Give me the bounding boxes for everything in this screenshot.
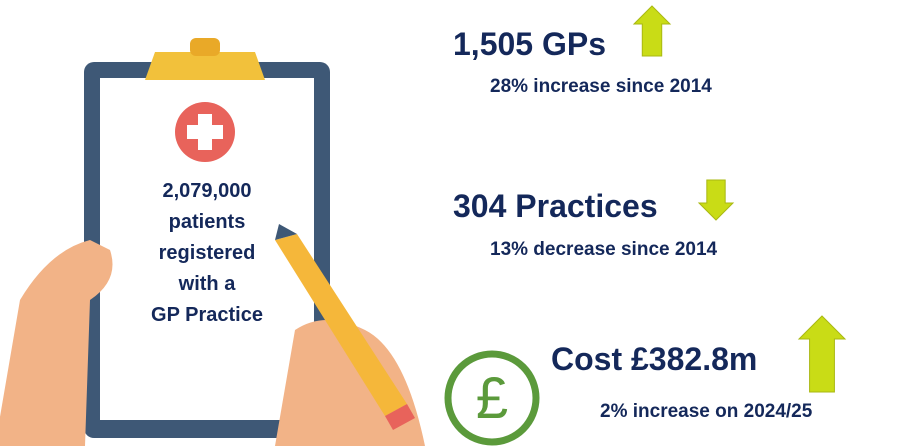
clipboard-line: patients [169, 211, 246, 233]
stats: 1,505 GPs 28% increase since 2014 304 Prac… [453, 5, 847, 422]
pound-sign: £ [476, 366, 508, 431]
stat-headline: Cost £382.8m [551, 341, 757, 377]
stat-headline: 1,505 GPs [453, 26, 606, 62]
trend-arrow [797, 315, 847, 393]
pencil [275, 234, 407, 416]
trend-arrow [697, 179, 735, 221]
stat-detail: 2% increase on 2024/25 [600, 401, 813, 422]
clipboard-line: registered [159, 242, 256, 264]
left-hand [0, 240, 113, 446]
clipboard-line: with a [178, 273, 237, 295]
pound-circle [444, 350, 540, 446]
pencil-eraser [385, 404, 415, 430]
clipboard-text: 2,079,000 patients registered with a GP Prac… [151, 180, 263, 326]
clipboard-line: 2,079,000 [163, 180, 252, 202]
stat-detail: 13% decrease since 2014 [490, 239, 718, 260]
cross-h [187, 125, 223, 139]
pound-icon: £ [444, 350, 540, 446]
stat-headline: 304 Practices [453, 188, 658, 224]
clipboard-clip [145, 52, 265, 80]
stat-detail: 28% increase since 2014 [490, 76, 712, 97]
pencil-tip [275, 224, 297, 240]
clipboard-illustration [0, 38, 425, 446]
clipboard-line: GP Practice [151, 304, 263, 326]
trend-arrow [632, 5, 672, 57]
clipboard-clip-top [190, 38, 220, 56]
